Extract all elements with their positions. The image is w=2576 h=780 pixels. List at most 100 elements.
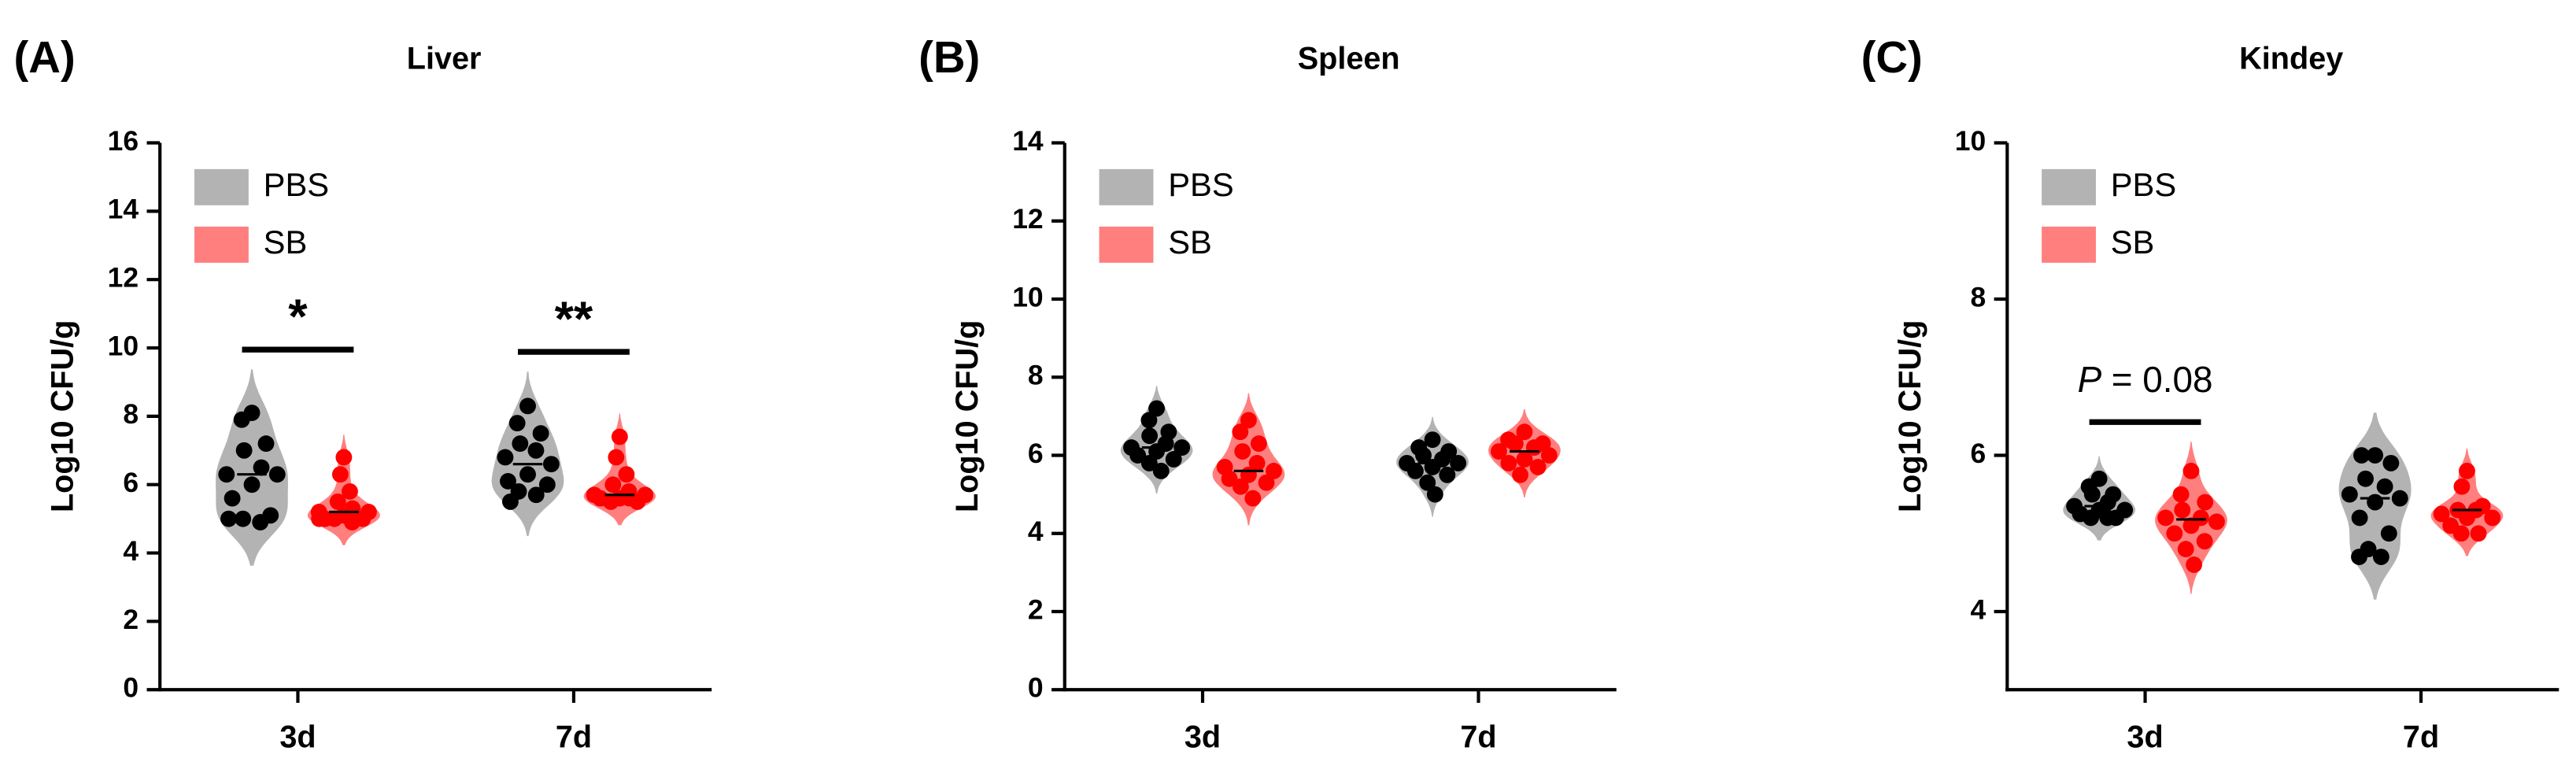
data-point	[220, 510, 237, 527]
data-point	[611, 428, 628, 445]
data-point	[512, 435, 529, 453]
y-tick-label: 12	[1012, 203, 1043, 235]
data-point	[311, 510, 328, 527]
panel-label: (A)	[14, 32, 76, 82]
data-point	[500, 472, 516, 490]
data-point	[2382, 454, 2400, 471]
data-point	[602, 494, 619, 510]
legend-label: SB	[1168, 224, 1212, 261]
data-point	[1529, 458, 1547, 475]
data-point	[2470, 525, 2487, 542]
data-point	[527, 486, 545, 504]
x-tick-label: 3d	[1185, 719, 1221, 754]
data-point	[2172, 486, 2190, 503]
legend-label: PBS	[2111, 166, 2176, 203]
data-point	[326, 510, 343, 527]
y-tick-label: 8	[123, 398, 139, 430]
y-tick-label: 6	[123, 467, 139, 498]
data-point	[1491, 443, 1507, 460]
data-point	[508, 415, 526, 431]
data-point	[2459, 462, 2475, 479]
y-tick-label: 14	[1012, 125, 1044, 157]
x-tick-label: 7d	[556, 719, 592, 754]
data-point	[2484, 509, 2501, 527]
y-tick-label: 4	[1970, 593, 1986, 625]
annotation: **	[555, 291, 593, 346]
data-point	[1141, 427, 1159, 445]
data-point	[2391, 490, 2408, 507]
data-point	[1450, 454, 1467, 471]
x-tick-label: 3d	[2127, 719, 2163, 754]
data-point	[1248, 454, 1266, 471]
y-tick-label: 10	[1955, 125, 1986, 157]
data-point	[618, 466, 635, 483]
data-point	[2367, 494, 2384, 511]
data-point	[2353, 447, 2370, 464]
data-point	[2433, 505, 2450, 523]
y-tick-label: 10	[1012, 281, 1043, 312]
data-point	[1540, 447, 1558, 464]
x-tick-label: 7d	[2403, 719, 2439, 754]
data-point	[1506, 435, 1524, 453]
data-point	[243, 476, 261, 494]
data-point	[252, 514, 269, 530]
annotation-part: P	[2078, 359, 2102, 400]
data-point	[519, 466, 536, 483]
y-tick-label: 6	[1028, 438, 1044, 469]
y-tick-label: 2	[123, 604, 139, 635]
data-point	[1232, 478, 1249, 495]
legend-swatch	[2042, 226, 2096, 263]
legend-label: SB	[264, 224, 308, 261]
data-point	[2367, 447, 2384, 464]
data-point	[1250, 435, 1267, 453]
y-tick-label: 14	[108, 194, 139, 225]
data-point	[543, 456, 560, 473]
data-point	[1240, 412, 1257, 429]
y-tick-label: 0	[123, 672, 139, 704]
chart-title: Spleen	[1298, 42, 1400, 76]
y-tick-label: 16	[108, 125, 139, 157]
data-point	[235, 442, 253, 459]
panel-label: (B)	[918, 32, 980, 82]
annotation: P = 0.08	[2078, 359, 2213, 400]
data-point	[335, 449, 353, 466]
data-point	[344, 514, 360, 530]
data-point	[1152, 462, 1170, 479]
data-point	[2166, 525, 2183, 542]
legend-swatch	[1099, 168, 1154, 205]
legend-swatch	[194, 168, 249, 205]
panel-label: (C)	[1861, 32, 1923, 82]
legend-swatch	[194, 226, 249, 263]
annotation-part: *	[288, 289, 308, 344]
data-point	[1415, 447, 1432, 464]
y-tick-label: 8	[1970, 281, 1986, 312]
x-tick-label: 7d	[1460, 719, 1496, 754]
data-point	[2083, 486, 2101, 503]
legend-label: PBS	[1168, 166, 1233, 203]
data-point	[2453, 478, 2471, 495]
data-point	[1148, 400, 1166, 417]
data-point	[1500, 454, 1517, 471]
data-point	[1234, 443, 1251, 460]
data-point	[2174, 501, 2191, 519]
data-point	[257, 435, 275, 453]
data-point	[1244, 490, 1262, 507]
y-tick-label: 8	[1028, 360, 1044, 391]
data-point	[2351, 549, 2367, 565]
data-point	[2182, 462, 2200, 479]
data-point	[1140, 412, 1158, 429]
data-point	[1173, 439, 1191, 457]
chart-title: Liver	[407, 42, 482, 76]
data-point	[233, 411, 250, 428]
data-point	[1424, 458, 1441, 475]
legend-label: SB	[2111, 224, 2155, 261]
data-point	[497, 449, 514, 466]
y-tick-label: 6	[1970, 438, 1986, 469]
x-tick-label: 3d	[279, 719, 316, 754]
legend-label: PBS	[264, 166, 329, 203]
data-point	[2182, 517, 2200, 534]
data-point	[1140, 454, 1158, 471]
data-point	[268, 466, 286, 483]
